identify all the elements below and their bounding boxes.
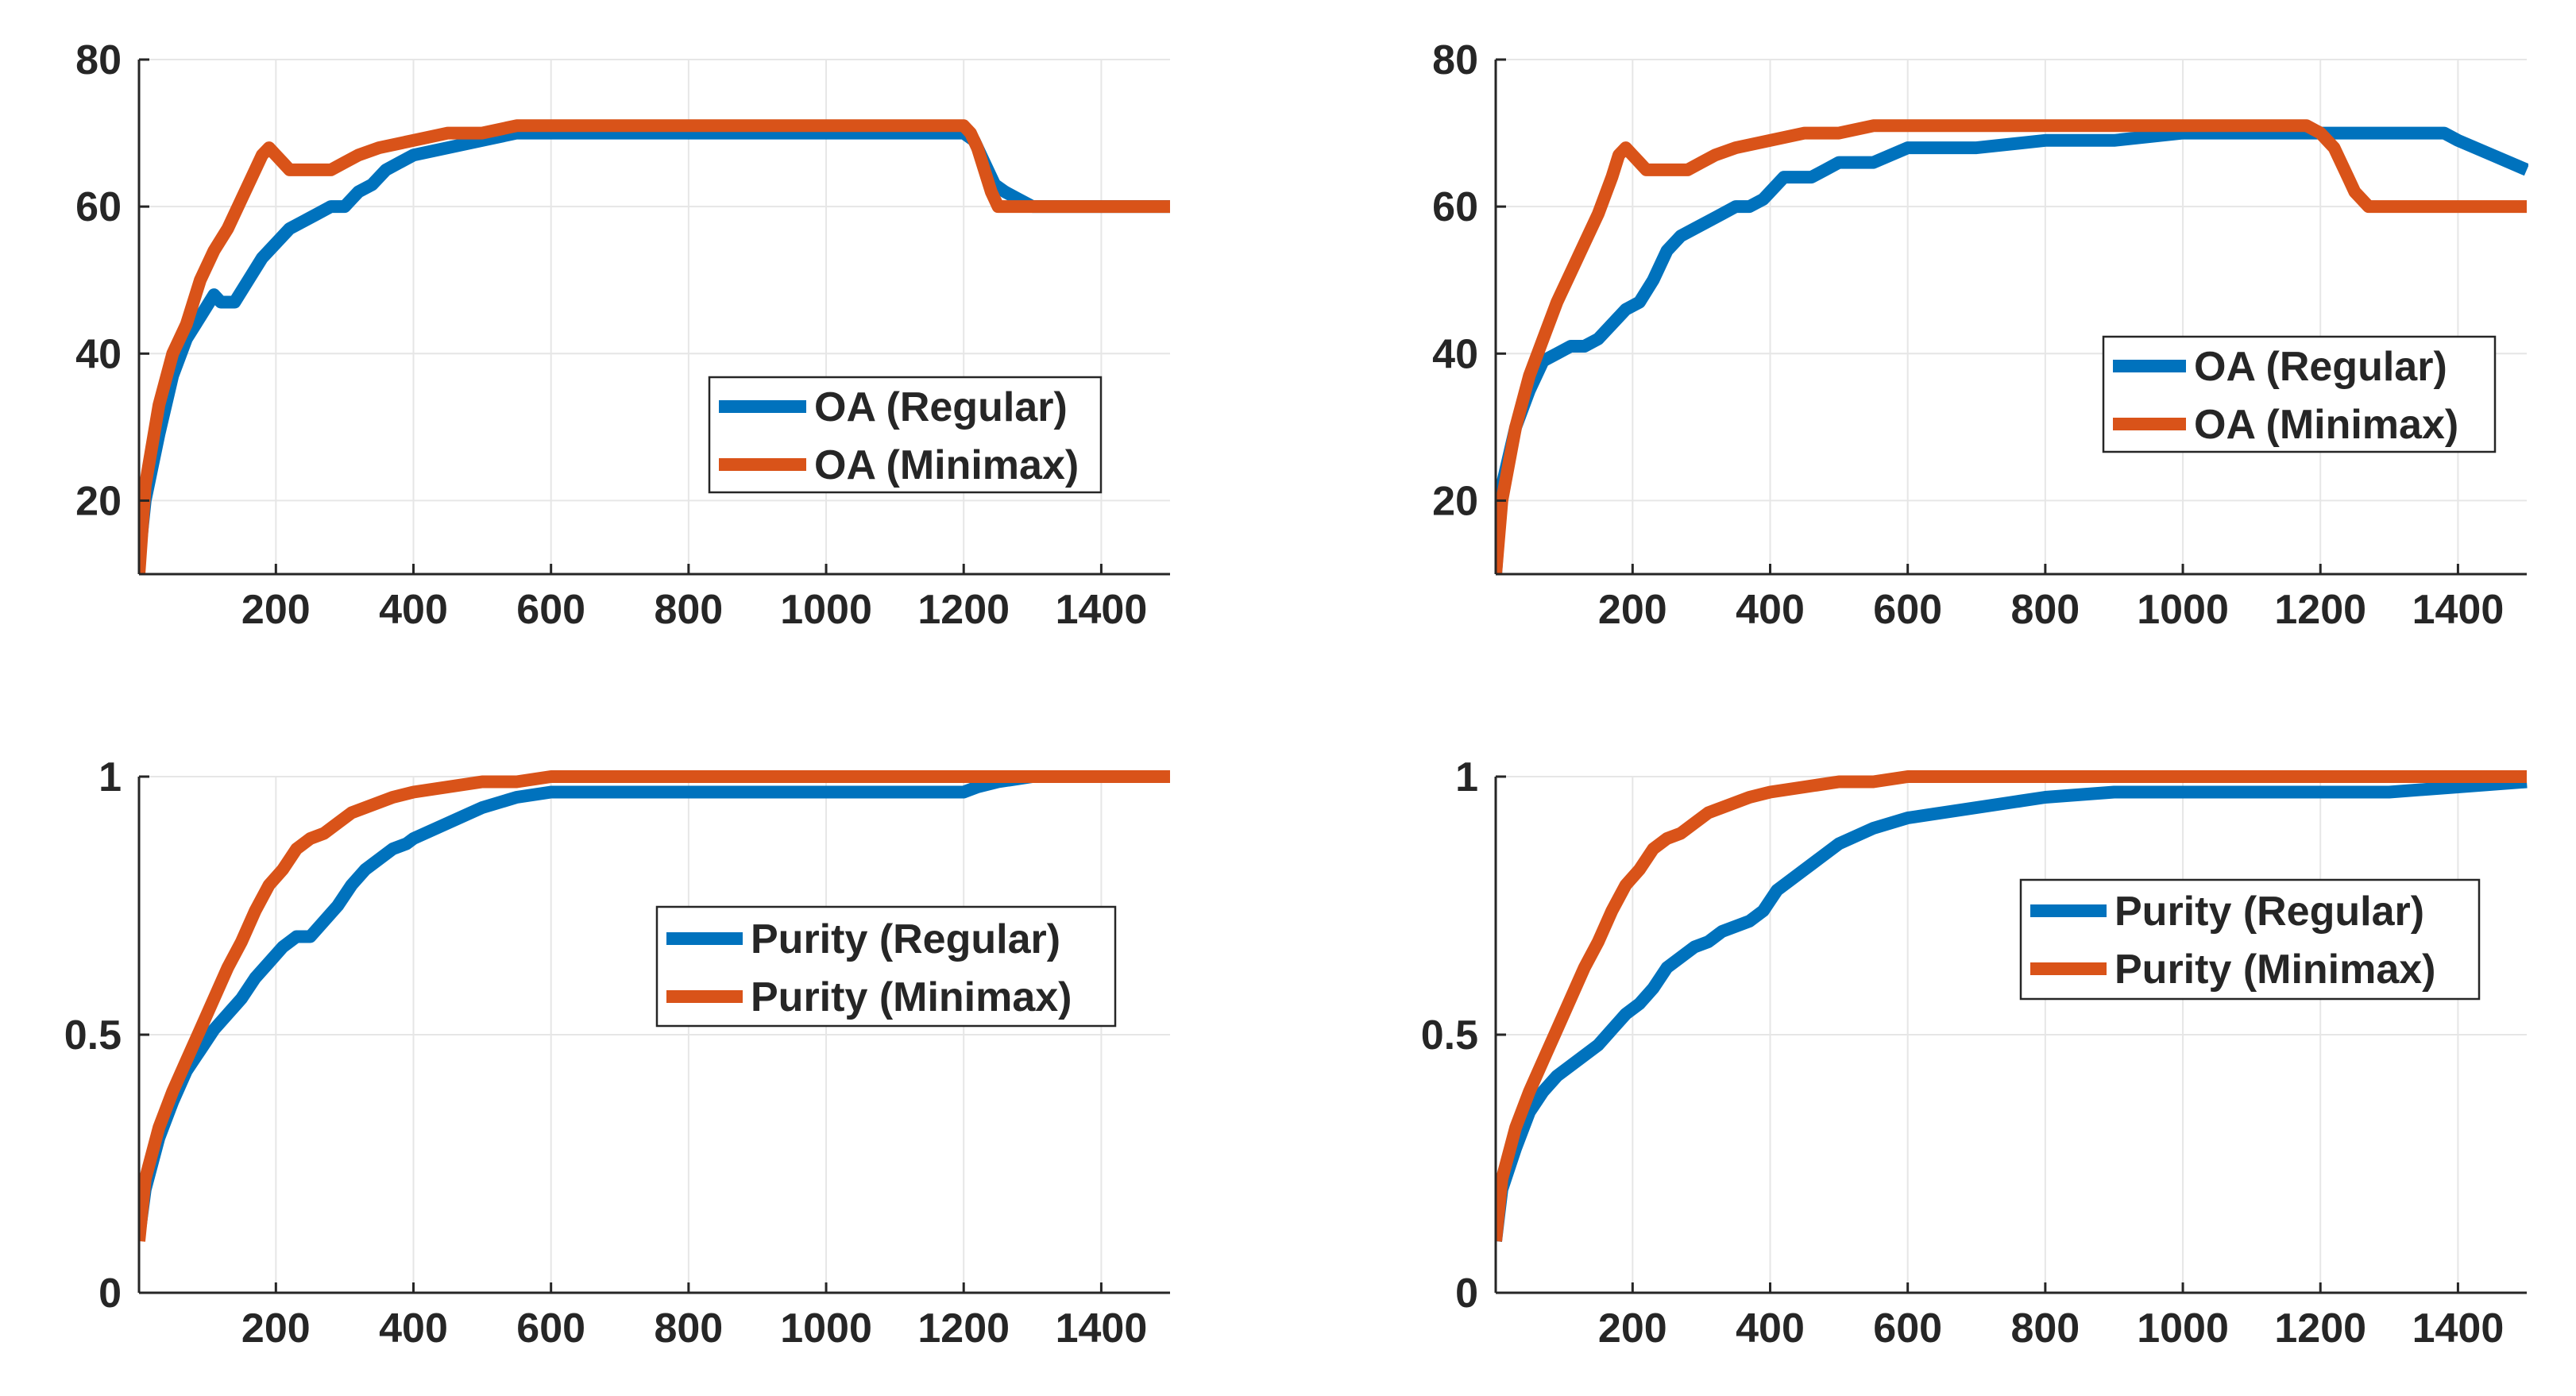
subplot-purity-left: 200 400 600 800 1000 1200 1400 0 0.5 1 Purity (Re… bbox=[64, 754, 1170, 1352]
legend-label-regular: Purity (Regular) bbox=[751, 916, 1060, 962]
x-tick-label: 200 bbox=[241, 1305, 311, 1352]
x-tick-label: 800 bbox=[654, 1305, 723, 1352]
x-tick-label: 400 bbox=[1736, 587, 1805, 633]
x-tick-label: 600 bbox=[516, 587, 585, 633]
x-tick-label: 1400 bbox=[2412, 587, 2505, 633]
x-tick-label: 1000 bbox=[2137, 587, 2229, 633]
x-tick-label: 1400 bbox=[2412, 1305, 2505, 1352]
tick-marks: 200 400 600 800 1000 1200 1400 0 0.5 1 bbox=[64, 754, 1148, 1352]
series-line-minimax bbox=[1496, 119, 2527, 574]
y-tick-label: 0.5 bbox=[64, 1012, 122, 1059]
series-line-minimax bbox=[139, 770, 1170, 1242]
x-tick-label: 1200 bbox=[917, 1305, 1010, 1352]
x-tick-label: 1400 bbox=[1056, 587, 1148, 633]
series-lines bbox=[1496, 119, 2528, 574]
subplot-oa-left: 200 400 600 800 1000 1200 1400 20 40 60 80 OA (Reg… bbox=[75, 37, 1170, 633]
y-tick-label: 60 bbox=[75, 184, 122, 230]
legend-box bbox=[2019, 878, 2481, 1001]
legend: Purity (Regular) Purity (Minimax) bbox=[2019, 878, 2481, 1001]
y-tick-label: 20 bbox=[75, 478, 122, 524]
legend-label-minimax: OA (Minimax) bbox=[814, 442, 1079, 488]
series-lines bbox=[139, 119, 1170, 574]
x-tick-label: 1200 bbox=[2274, 1305, 2366, 1352]
series-line-regular bbox=[139, 770, 1170, 1237]
x-tick-label: 600 bbox=[1873, 587, 1942, 633]
y-tick-label: 1 bbox=[98, 754, 122, 800]
legend-label-regular: Purity (Regular) bbox=[2114, 889, 2424, 935]
series-line-regular bbox=[1496, 126, 2528, 574]
series-line-regular bbox=[1496, 775, 2528, 1242]
x-tick-label: 600 bbox=[1873, 1305, 1942, 1352]
legend-label-regular: OA (Regular) bbox=[814, 384, 1068, 430]
series-lines bbox=[1496, 770, 2528, 1242]
x-tick-label: 1000 bbox=[780, 1305, 872, 1352]
x-tick-label: 1200 bbox=[2274, 587, 2366, 633]
y-tick-label: 0 bbox=[1455, 1271, 1478, 1317]
x-tick-label: 1000 bbox=[780, 587, 872, 633]
x-tick-label: 600 bbox=[516, 1305, 585, 1352]
legend-box bbox=[2102, 335, 2497, 453]
y-tick-label: 40 bbox=[75, 331, 122, 377]
series-line-minimax bbox=[1496, 770, 2527, 1242]
tick-marks: 200 400 600 800 1000 1200 1400 20 40 60 80 bbox=[75, 37, 1147, 633]
y-tick-label: 0.5 bbox=[1421, 1012, 1478, 1059]
y-tick-label: 20 bbox=[1432, 478, 1478, 524]
x-tick-label: 400 bbox=[1736, 1305, 1805, 1352]
subplot-purity-right: 200 400 600 800 1000 1200 1400 0 0.5 1 Purity (Re… bbox=[1421, 754, 2528, 1352]
legend-label-minimax: Purity (Minimax) bbox=[2114, 947, 2436, 993]
x-tick-label: 400 bbox=[379, 1305, 448, 1352]
legend-label-minimax: OA (Minimax) bbox=[2194, 402, 2458, 448]
x-tick-label: 200 bbox=[1598, 587, 1667, 633]
x-tick-label: 200 bbox=[1598, 1305, 1667, 1352]
subplot-oa-right: 200 400 600 800 1000 1200 1400 20 40 60 80 OA (Reg… bbox=[1432, 37, 2528, 633]
x-tick-label: 800 bbox=[2010, 1305, 2080, 1352]
series-line-minimax bbox=[139, 119, 1170, 574]
y-tick-label: 80 bbox=[1432, 37, 1478, 83]
legend: OA (Regular) OA (Minimax) bbox=[708, 376, 1103, 494]
legend-box bbox=[708, 376, 1103, 494]
legend-box bbox=[655, 905, 1117, 1028]
y-tick-label: 80 bbox=[75, 37, 122, 83]
legend-label-regular: OA (Regular) bbox=[2194, 344, 2447, 390]
x-tick-label: 1400 bbox=[1056, 1305, 1148, 1352]
y-tick-label: 40 bbox=[1432, 331, 1478, 377]
x-tick-label: 800 bbox=[654, 587, 723, 633]
legend-label-minimax: Purity (Minimax) bbox=[751, 974, 1072, 1020]
tick-marks: 200 400 600 800 1000 1200 1400 0 0.5 1 bbox=[1421, 754, 2505, 1352]
x-tick-label: 400 bbox=[379, 587, 448, 633]
series-lines bbox=[139, 770, 1170, 1242]
x-tick-label: 800 bbox=[2010, 587, 2080, 633]
legend: Purity (Regular) Purity (Minimax) bbox=[655, 905, 1117, 1028]
tick-marks: 200 400 600 800 1000 1200 1400 20 40 60 80 bbox=[1432, 37, 2504, 633]
x-tick-label: 1200 bbox=[917, 587, 1010, 633]
y-tick-label: 60 bbox=[1432, 184, 1478, 230]
y-tick-label: 0 bbox=[98, 1271, 122, 1317]
y-tick-label: 1 bbox=[1455, 754, 1478, 800]
x-tick-label: 1000 bbox=[2137, 1305, 2229, 1352]
legend: OA (Regular) OA (Minimax) bbox=[2102, 335, 2497, 453]
x-tick-label: 200 bbox=[241, 587, 311, 633]
